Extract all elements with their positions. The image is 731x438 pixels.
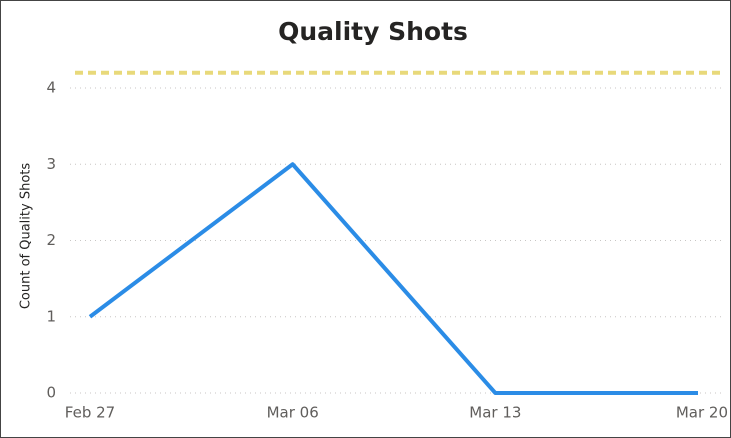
x-tick-label: Mar 20	[676, 404, 728, 422]
y-tick-label: 2	[46, 231, 56, 249]
y-tick-label: 3	[46, 155, 56, 173]
series-line	[88, 162, 698, 395]
x-tick-label: Feb 27	[65, 404, 115, 422]
chart-title: Quality Shots	[278, 17, 468, 46]
x-tick-label: Mar 13	[469, 404, 521, 422]
y-tick-label: 1	[46, 307, 56, 325]
y-tick-label: 4	[46, 79, 56, 97]
x-tick-label: Mar 06	[267, 404, 319, 422]
y-axis-title: Count of Quality Shots	[19, 163, 34, 310]
y-tick-label: 0	[46, 384, 56, 402]
